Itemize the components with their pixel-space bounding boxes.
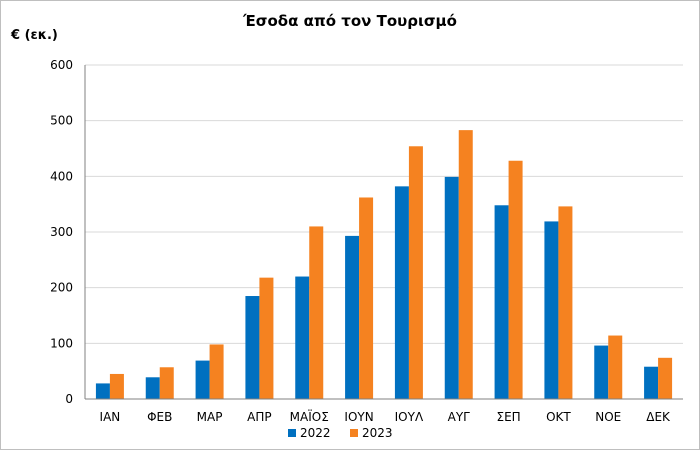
bar-2022-ΣΕΠ — [494, 205, 509, 399]
bar-2022-ΜΑΡ — [195, 360, 210, 399]
legend-swatch-2023 — [350, 429, 358, 437]
bar-2022-ΟΚΤ — [544, 221, 559, 399]
bar-2023-ΣΕΠ — [508, 160, 523, 399]
bar-2022-ΦΕΒ — [145, 377, 160, 399]
y-tick-label: 400 — [50, 169, 73, 183]
x-tick-label: ΑΥΓ — [448, 410, 471, 424]
x-tick-label: ΜΑΪΟΣ — [290, 409, 329, 424]
x-tick-label: ΝΟΕ — [595, 410, 621, 424]
y-tick-label: 200 — [50, 281, 73, 295]
bar-2023-ΦΕΒ — [159, 367, 174, 399]
bars — [95, 130, 673, 399]
x-tick-label: ΟΚΤ — [546, 410, 571, 424]
bar-2022-ΙΟΥΛ — [394, 186, 409, 399]
x-tick-label: ΜΑΡ — [197, 410, 223, 424]
x-tick-label: ΦΕΒ — [147, 410, 172, 424]
x-tick-label: ΙΟΥΝ — [344, 410, 373, 424]
chart-title: Έσοδα από τον Τουρισμό — [242, 12, 457, 30]
x-tick-label: ΙΟΥΛ — [395, 410, 424, 424]
x-tick-label: ΑΠΡ — [247, 410, 271, 424]
y-tick-label: 500 — [50, 114, 73, 128]
bar-2022-ΔΕΚ — [644, 366, 659, 399]
bar-2022-ΑΠΡ — [245, 296, 260, 399]
gridlines — [85, 64, 683, 344]
x-tick-label: ΔΕΚ — [646, 410, 671, 424]
x-tick-label: ΙΑΝ — [100, 410, 121, 424]
bar-2022-ΜΑΪΟΣ — [295, 276, 310, 399]
y-axis-label: € (εκ.) — [10, 28, 58, 43]
bar-2022-ΙΟΥΝ — [345, 235, 360, 399]
bar-2023-ΙΟΥΛ — [408, 146, 423, 399]
x-tick-label: ΣΕΠ — [496, 410, 520, 424]
bar-2022-ΝΟΕ — [594, 345, 609, 399]
axes: 0 100 200 300 400 500 600 ΙΑΝ ΦΕΒ ΜΑΡ ΑΠΡ ΜΑΪΟΣ ΙΟΥΝ… — [50, 58, 683, 424]
bar-2023-ΙΟΥΝ — [359, 197, 374, 399]
bar-2023-ΑΠΡ — [259, 277, 274, 399]
legend-label-2023: 2023 — [362, 426, 393, 440]
y-tick-label: 100 — [50, 336, 73, 350]
legend: 2022 2023 — [288, 426, 393, 440]
bar-2023-ΑΥΓ — [458, 130, 473, 399]
bar-2023-ΜΑΪΟΣ — [309, 226, 324, 399]
y-tick-label: 600 — [50, 58, 73, 72]
bar-2022-ΑΥΓ — [444, 176, 459, 399]
legend-swatch-2022 — [288, 429, 296, 437]
y-tick-label: 0 — [65, 392, 73, 406]
bar-2023-ΔΕΚ — [658, 357, 673, 399]
y-tick-label: 300 — [50, 225, 73, 239]
legend-label-2022: 2022 — [300, 426, 331, 440]
bar-2023-ΝΟΕ — [608, 335, 623, 399]
bar-2023-ΜΑΡ — [209, 344, 224, 399]
bar-2023-ΙΑΝ — [109, 373, 124, 399]
bar-2022-ΙΑΝ — [95, 383, 110, 399]
bar-2023-ΟΚΤ — [558, 206, 573, 399]
